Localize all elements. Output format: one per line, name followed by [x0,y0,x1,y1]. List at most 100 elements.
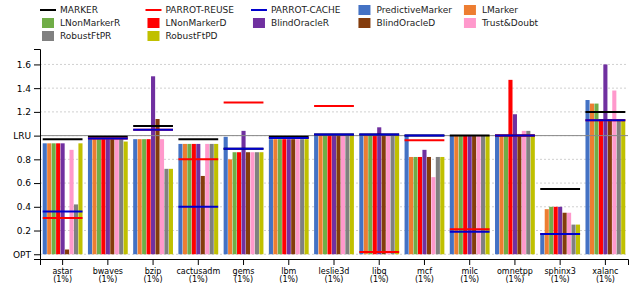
bar [545,209,549,254]
bar [431,177,435,254]
legend-item: PARROT-CACHE [251,5,341,15]
bar [201,176,205,254]
legend-item: PredictiveMarker [358,5,452,15]
legend-item: RobustFtPD [147,31,217,41]
grid [40,64,628,254]
y-tick: 0.4 [17,202,40,212]
hline-marker [495,135,535,137]
bar [554,207,558,254]
x-tick: leslie3d(1%) [319,259,350,284]
bar [124,142,128,255]
bar [617,119,621,254]
hline-marker [540,233,580,235]
bar [391,136,395,255]
plot: OPT0.20.40.60.8LRU1.21.41.6astar(1%)bwav… [13,50,629,285]
hline-marker [133,125,173,127]
bar [336,136,340,255]
legend-item: LMarker [464,5,518,15]
y-tick-label: 1.4 [17,84,32,94]
legend-label: Trust&Doubt [481,18,539,28]
bar [585,100,589,254]
hline-marker [359,133,399,135]
bar [450,136,454,255]
x-axis: astar(1%)bwaves(1%)bzip(1%)cactusadm(1%)… [41,259,629,284]
bar [183,144,187,254]
bar [305,139,309,254]
legend-swatch [40,9,56,11]
legend-item: BlindOracleD [358,18,435,28]
bar [477,136,481,255]
legend-swatch [358,18,370,28]
hline-marker [405,135,445,137]
bar [608,119,612,254]
x-tick-mark [243,259,244,265]
bar [409,157,413,254]
bar [196,144,200,254]
hline-marker [450,135,490,137]
x-tick-label: astar(1%) [52,267,73,285]
bar [395,136,399,255]
reference-line [40,135,628,136]
legend-label: RobustFtPR [60,31,111,41]
bar [147,139,151,254]
y-tick: 1.6 [17,60,40,70]
bar [504,136,508,255]
hline-marker [88,136,128,138]
legend-label: PARROT-CACHE [271,5,341,15]
y-tick-mark [34,207,40,208]
bar [233,152,237,254]
bar-series [74,119,621,254]
legend-label: LNonMarkerD [165,18,226,28]
legend-item: PARROT-REUSE [145,5,234,15]
bar [210,144,214,254]
bar [101,139,105,254]
bar [187,144,191,254]
y-tick-label: 1.6 [17,60,32,70]
hline-marker [43,211,83,213]
x-tick: libq(1%) [370,259,389,284]
y-axis: OPT0.20.40.60.8LRU1.21.41.6 [13,50,41,260]
bar [214,144,218,254]
x-tick-mark [560,259,561,265]
hline-marker [540,188,580,190]
bar [454,136,458,255]
x-tick-mark [62,259,63,265]
bar [169,169,173,254]
legend-swatch [253,18,265,28]
bar [621,119,625,254]
bar [259,152,263,254]
legend-label: RobustFtPD [165,31,217,41]
bar [495,136,499,255]
x-tick: cactusadm(1%) [176,259,220,284]
bar [590,104,594,255]
y-tick-mark [34,112,40,113]
bar [119,139,123,254]
legend-label: PARROT-REUSE [165,5,234,15]
bar-series [43,100,590,254]
bar [526,131,530,254]
bar [327,136,331,255]
bar [603,64,607,254]
legend-item: MARKER [40,5,98,15]
legend-swatch [147,18,159,28]
bar [522,131,526,254]
bar [228,159,232,254]
bar [61,143,65,254]
bar [323,136,327,255]
bar [508,80,512,254]
bar [250,152,254,254]
bar-series [61,64,608,254]
bar [138,139,142,254]
x-tick-label: libq(1%) [370,267,389,285]
hline-marker [359,133,399,135]
x-tick-mark [469,259,470,265]
hline-marker [585,111,625,113]
hline-marker [269,137,309,139]
bar [178,144,182,254]
bar [65,250,69,255]
bar [97,139,101,254]
hline-marker [450,228,490,230]
bar [472,136,476,255]
x-tick-mark [424,259,425,265]
bar [386,136,390,255]
